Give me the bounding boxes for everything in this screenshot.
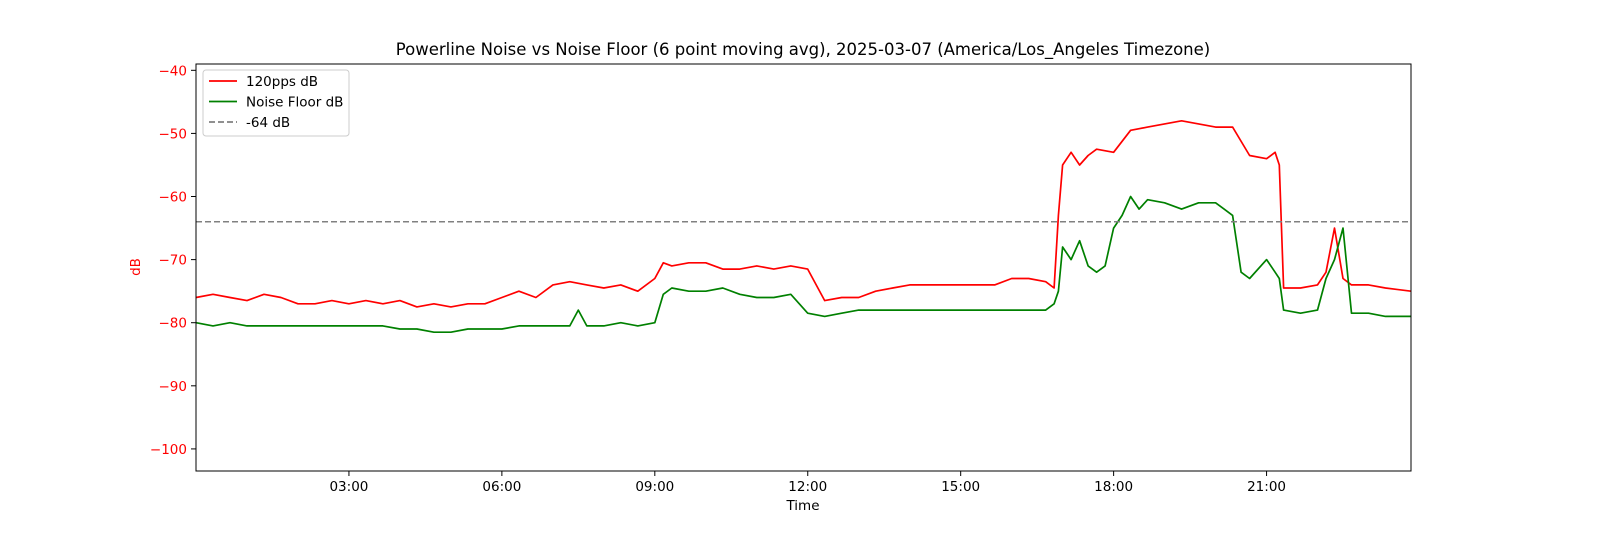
plot-frame xyxy=(195,63,1412,472)
x-tick-label: 03:00 xyxy=(329,479,368,495)
series-line-120pps-db xyxy=(195,119,1412,308)
x-tick-label: 09:00 xyxy=(635,479,674,495)
x-tick-label: 12:00 xyxy=(788,479,827,495)
y-tick-label: −80 xyxy=(159,316,188,332)
x-tick-label: 21:00 xyxy=(1247,479,1286,495)
x-tick-label: 18:00 xyxy=(1094,479,1133,495)
x-tick-label: 15:00 xyxy=(941,479,980,495)
legend-entry-label: -64 dB xyxy=(246,115,290,131)
plot-area xyxy=(195,119,1412,334)
y-axis-label: dB xyxy=(128,258,144,276)
chart-title: Powerline Noise vs Noise Floor (6 point … xyxy=(396,40,1210,60)
legend-entry-label: 120pps dB xyxy=(246,74,318,90)
x-tick-label: 06:00 xyxy=(482,479,521,495)
y-tick-label: −50 xyxy=(159,126,188,142)
y-tick-label: −40 xyxy=(159,63,188,79)
legend: 120pps dB Noise Floor dB -64 dB xyxy=(202,69,350,137)
series-line-noise-floor-db xyxy=(195,195,1411,334)
y-tick-label: −90 xyxy=(159,379,188,395)
y-tick-label: −70 xyxy=(159,253,188,269)
y-tick-label: −100 xyxy=(150,442,187,458)
legend-frame xyxy=(202,69,350,137)
y-axis: −40 −50 −60 −70 −80 −90 −100 xyxy=(150,63,196,458)
x-axis: 03:00 06:00 09:00 12:00 15:00 18:00 21:00 xyxy=(329,471,1286,495)
x-axis-label: Time xyxy=(785,498,819,514)
legend-entry-label: Noise Floor dB xyxy=(246,95,343,111)
y-tick-label: −60 xyxy=(159,190,188,206)
